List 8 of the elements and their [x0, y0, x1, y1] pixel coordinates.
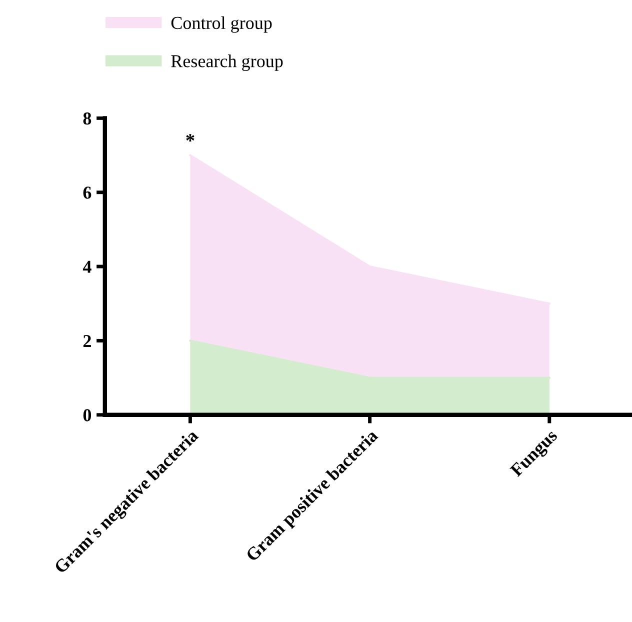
y-tick-label: 4 [82, 260, 92, 273]
legend-label: Control group [171, 16, 272, 33]
y-tick-label: 2 [83, 335, 91, 347]
y-tick-label: 8 [83, 112, 92, 125]
y-tick-label: 6 [83, 186, 92, 199]
legend-label: Research group [171, 54, 283, 71]
y-tick-label: 0 [83, 409, 92, 422]
annotation: * [186, 134, 194, 142]
